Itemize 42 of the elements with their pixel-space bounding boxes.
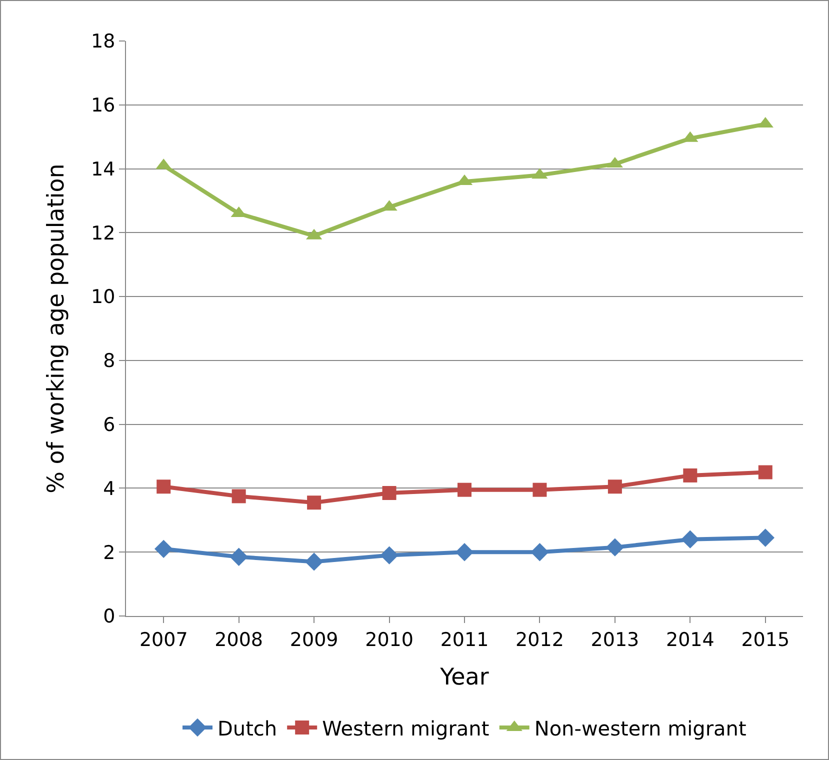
- point: [606, 538, 624, 556]
- point: [683, 468, 698, 482]
- x-tick-label: 2010: [365, 628, 414, 651]
- point: [758, 465, 772, 480]
- point: [154, 540, 173, 558]
- point: [232, 489, 246, 504]
- y-tick-label: 8: [103, 350, 116, 372]
- x-tick-label: 2009: [290, 628, 338, 651]
- point: [304, 552, 324, 571]
- x-tick-label: 2011: [440, 628, 489, 651]
- y-tick-label: 2: [103, 542, 116, 564]
- x-tick-label: 2013: [590, 628, 640, 651]
- point: [307, 496, 322, 510]
- point: [532, 482, 547, 497]
- y-tick-label: 18: [91, 30, 116, 53]
- point: [156, 480, 171, 494]
- point: [458, 482, 472, 497]
- point: [530, 543, 549, 562]
- y-tick-label: 12: [91, 222, 116, 244]
- x-tick-label: 2007: [139, 628, 188, 651]
- x-tick-label: 2014: [666, 628, 714, 651]
- y-axis-title: % of working age population: [43, 164, 70, 494]
- y-tick-label: 16: [91, 94, 116, 117]
- x-tick-label: 2008: [214, 628, 264, 651]
- y-tick-label: 4: [103, 478, 116, 500]
- point: [681, 530, 700, 548]
- point: [756, 528, 774, 547]
- y-tick-label: 10: [91, 286, 116, 308]
- legend-label: Dutch: [218, 716, 278, 740]
- x-axis-title: Year: [439, 664, 490, 690]
- point: [380, 546, 398, 564]
- point: [230, 548, 248, 566]
- y-tick-label: 14: [91, 158, 116, 180]
- legend-label: Western migrant: [322, 716, 490, 740]
- x-tick-label: 2015: [741, 628, 790, 651]
- point: [608, 480, 622, 494]
- legend-label: Non-western migrant: [534, 716, 746, 740]
- point: [382, 486, 396, 500]
- point: [455, 543, 474, 562]
- y-tick-label: 0: [103, 606, 116, 628]
- x-tick-label: 2012: [516, 628, 564, 651]
- y-tick-label: 6: [103, 414, 116, 436]
